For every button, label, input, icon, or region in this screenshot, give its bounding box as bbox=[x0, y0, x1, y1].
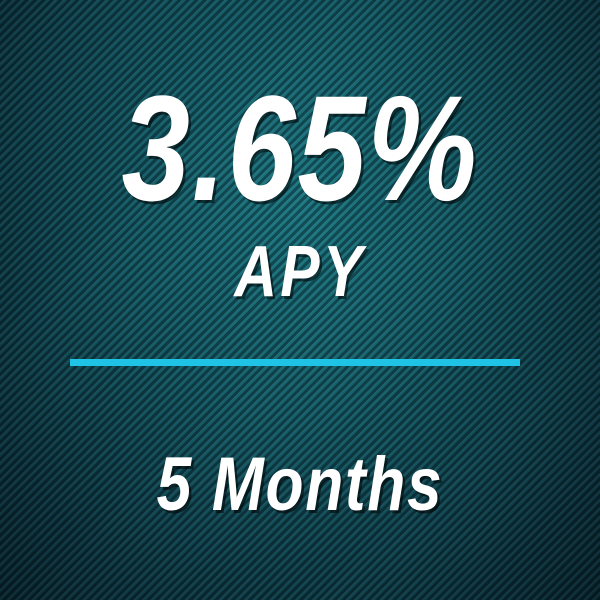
apy-rate: 3.65% bbox=[121, 64, 479, 232]
apy-label: APY bbox=[234, 232, 366, 312]
term-length: 5 Months bbox=[156, 442, 444, 527]
divider-line bbox=[70, 359, 520, 366]
